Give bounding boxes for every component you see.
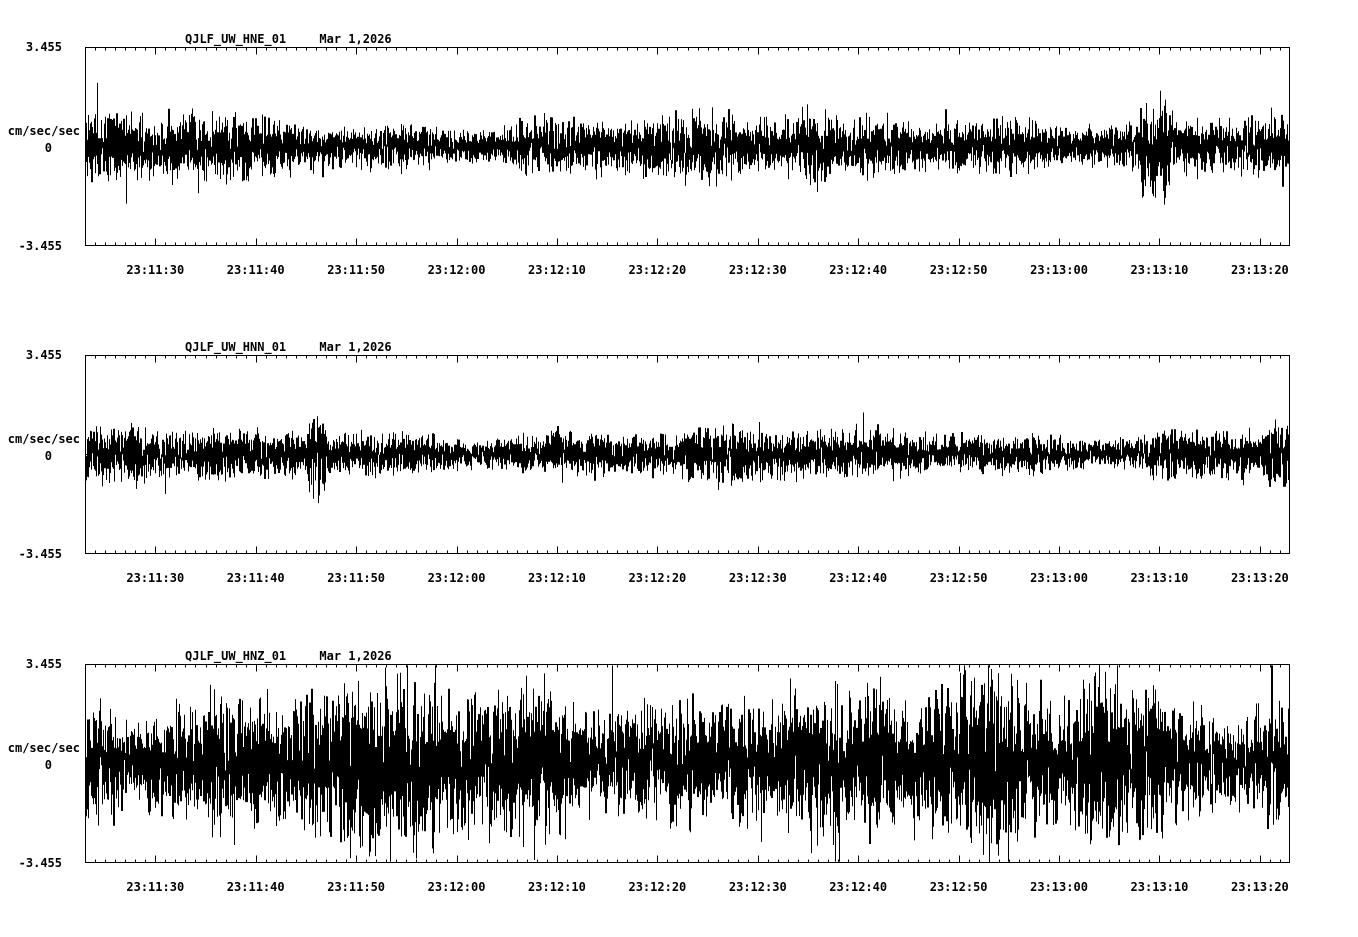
seismogram-panel-hne: QJLF_UW_HNE_01 Mar 1,2026 3.455 cm/sec/s…: [0, 20, 1358, 320]
trace-date: Mar 1,2026: [319, 32, 392, 46]
x-tick-label: 23:11:40: [226, 263, 285, 277]
x-tick-label: 23:11:30: [126, 880, 185, 894]
x-tick-label: 23:12:00: [427, 263, 486, 277]
y-axis-units-label: cm/sec/sec: [7, 124, 80, 138]
x-tick-label: 23:11:30: [126, 571, 185, 585]
x-tick-label: 23:11:30: [126, 263, 185, 277]
x-tick-label: 23:13:20: [1230, 880, 1289, 894]
station-channel-label: QJLF_UW_HNN_01: [185, 340, 287, 354]
seismogram-panel-hnz: QJLF_UW_HNZ_01 Mar 1,2026 3.455 cm/sec/s…: [0, 637, 1358, 937]
trace-title: QJLF_UW_HNE_01 Mar 1,2026: [185, 32, 392, 46]
x-axis-labels: 23:11:30 23:11:40 23:11:50 23:12:00 23:12:10…: [85, 263, 1290, 279]
y-tick-label-zero: 0: [44, 758, 52, 772]
x-tick-label: 23:13:10: [1130, 571, 1189, 585]
y-tick-label-min: -3.455: [18, 239, 62, 253]
waveform-plot-hne: [85, 47, 1290, 246]
x-tick-label: 23:12:10: [528, 571, 586, 585]
x-tick-label: 23:11:40: [226, 880, 285, 894]
x-tick-label: 23:12:40: [829, 880, 888, 894]
x-tick-label: 23:13:20: [1230, 571, 1289, 585]
x-tick-label: 23:13:00: [1030, 571, 1088, 585]
station-channel-label: QJLF_UW_HNE_01: [185, 32, 287, 46]
x-tick-label: 23:12:10: [528, 263, 586, 277]
station-channel-label: QJLF_UW_HNZ_01: [185, 649, 287, 663]
x-tick-label: 23:12:20: [628, 263, 687, 277]
y-tick-label-min: -3.455: [18, 856, 62, 870]
y-tick-label-max: 3.455: [25, 348, 62, 362]
x-tick-label: 23:12:20: [628, 571, 687, 585]
seismogram-panel-hnn: QJLF_UW_HNN_01 Mar 1,2026 3.455 cm/sec/s…: [0, 328, 1358, 628]
x-tick-label: 23:12:50: [929, 263, 988, 277]
x-tick-label: 23:12:00: [427, 571, 486, 585]
waveform-plot-hnz: [85, 664, 1290, 863]
x-tick-label: 23:12:30: [728, 571, 787, 585]
x-tick-label: 23:12:00: [427, 880, 486, 894]
y-tick-label-zero: 0: [44, 141, 52, 155]
y-tick-label-max: 3.455: [25, 657, 62, 671]
x-tick-label: 23:13:00: [1030, 880, 1088, 894]
x-tick-label: 23:11:40: [226, 571, 285, 585]
trace-date: Mar 1,2026: [319, 649, 392, 663]
x-tick-label: 23:12:30: [728, 263, 787, 277]
y-tick-label-zero: 0: [44, 449, 52, 463]
x-tick-label: 23:13:10: [1130, 880, 1189, 894]
x-tick-label: 23:11:50: [327, 880, 386, 894]
x-tick-label: 23:11:50: [327, 263, 386, 277]
x-tick-label: 23:13:10: [1130, 263, 1189, 277]
y-axis-units-label: cm/sec/sec: [7, 741, 80, 755]
x-tick-label: 23:13:00: [1030, 263, 1088, 277]
x-tick-label: 23:12:50: [929, 880, 988, 894]
x-tick-label: 23:11:50: [327, 571, 386, 585]
y-tick-label-max: 3.455: [25, 40, 62, 54]
x-tick-label: 23:12:40: [829, 571, 888, 585]
x-tick-label: 23:12:10: [528, 880, 586, 894]
x-tick-label: 23:12:30: [728, 880, 787, 894]
x-axis-labels: 23:11:30 23:11:40 23:11:50 23:12:00 23:12:10…: [85, 571, 1290, 587]
x-tick-label: 23:12:20: [628, 880, 687, 894]
x-tick-label: 23:12:50: [929, 571, 988, 585]
waveform-plot-hnn: [85, 355, 1290, 554]
trace-title: QJLF_UW_HNN_01 Mar 1,2026: [185, 340, 392, 354]
x-axis-labels: 23:11:30 23:11:40 23:11:50 23:12:00 23:12:10…: [85, 880, 1290, 896]
y-axis-units-label: cm/sec/sec: [7, 432, 80, 446]
y-tick-label-min: -3.455: [18, 547, 62, 561]
trace-date: Mar 1,2026: [319, 340, 392, 354]
x-tick-label: 23:12:40: [829, 263, 888, 277]
trace-title: QJLF_UW_HNZ_01 Mar 1,2026: [185, 649, 392, 663]
x-tick-label: 23:13:20: [1230, 263, 1289, 277]
